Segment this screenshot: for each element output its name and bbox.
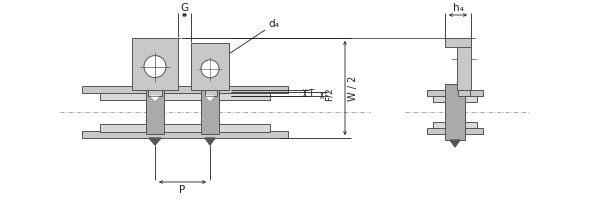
Bar (82, 131, 288, 138)
Bar (427, 90, 483, 96)
Bar (146, 90, 164, 134)
Text: F/2: F/2 (325, 87, 334, 101)
Text: G: G (181, 3, 188, 13)
Text: W / 2: W / 2 (348, 75, 358, 101)
Bar (445, 38, 471, 47)
Bar (205, 90, 217, 96)
Polygon shape (450, 140, 460, 147)
Ellipse shape (201, 60, 219, 78)
Polygon shape (151, 96, 159, 100)
Polygon shape (206, 96, 214, 100)
Ellipse shape (144, 56, 166, 78)
Bar (427, 128, 483, 134)
Text: d₄: d₄ (268, 19, 279, 29)
Polygon shape (149, 138, 161, 145)
Bar (201, 90, 219, 134)
Bar (191, 43, 229, 90)
Bar (100, 92, 270, 100)
Bar (148, 90, 162, 96)
Bar (433, 96, 477, 102)
Bar (100, 124, 270, 132)
Bar (433, 122, 477, 128)
Text: h₄: h₄ (452, 3, 463, 13)
Polygon shape (205, 138, 215, 145)
Bar (82, 86, 288, 93)
Text: T: T (308, 88, 313, 98)
Text: P: P (179, 185, 185, 195)
Bar (132, 38, 178, 90)
Bar (457, 38, 471, 90)
Bar (458, 90, 470, 96)
Bar (445, 84, 465, 140)
